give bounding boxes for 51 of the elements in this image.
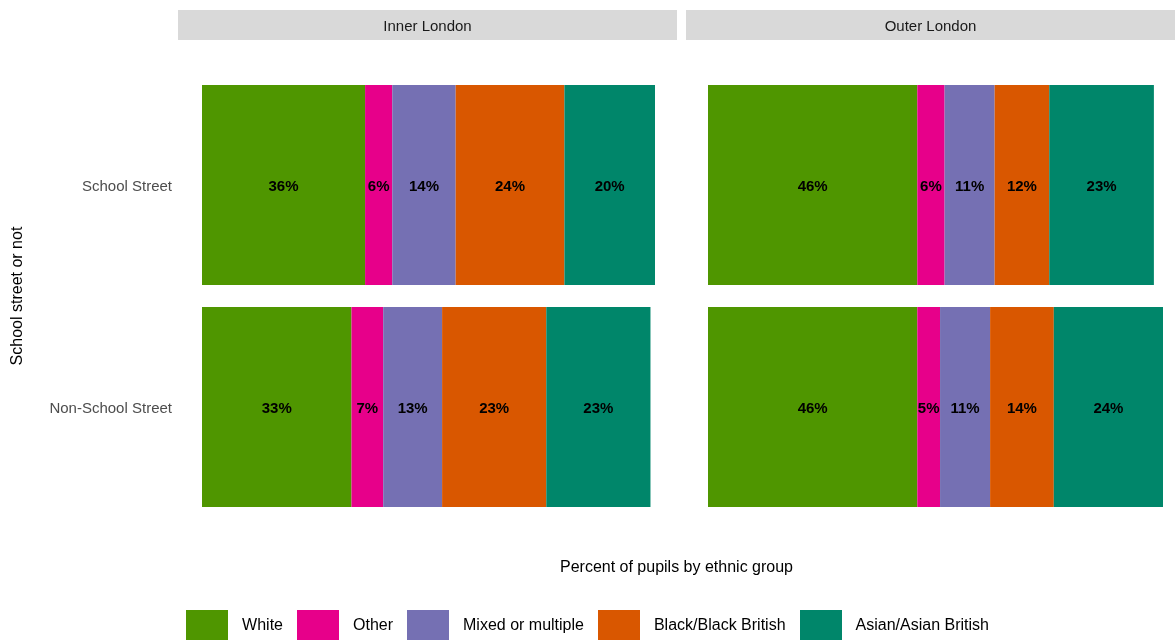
bar [202, 307, 352, 507]
data-label: 33% [261, 398, 292, 416]
y-tick-label: School Street [81, 176, 173, 194]
bar [351, 307, 384, 507]
bar [708, 85, 918, 285]
data-label: 14% [408, 176, 439, 194]
bar [1053, 307, 1163, 507]
legend-label: Mixed or multiple [463, 616, 584, 634]
legend-label: Other [352, 616, 393, 634]
chart-title: Outer London [884, 16, 977, 34]
bar [917, 307, 941, 507]
data-label: 23% [479, 398, 510, 416]
y-tick-label: Non-School Street [49, 398, 173, 416]
bar [917, 85, 945, 285]
bar [392, 85, 456, 285]
bar [564, 85, 655, 285]
legend-label: Asian/Asian British [855, 616, 989, 634]
data-label: 13% [397, 398, 428, 416]
bar [994, 85, 1050, 285]
bar [1049, 85, 1154, 285]
data-label: 14% [1006, 398, 1037, 416]
data-label: 36% [268, 176, 299, 194]
bar [940, 307, 991, 507]
bar [442, 307, 547, 507]
data-label: 46% [797, 176, 828, 194]
data-label: 5% [917, 398, 940, 416]
bar [202, 85, 366, 285]
x-axis-title: Percent of pupils by ethnic group [559, 558, 794, 576]
data-label: 6% [920, 176, 942, 194]
chart-title: Inner London [383, 16, 472, 34]
bar [455, 85, 565, 285]
data-label: 7% [356, 398, 379, 416]
data-label: 23% [583, 398, 614, 416]
bar [546, 307, 651, 507]
y-axis-title: School street or not [7, 226, 25, 366]
bar [944, 85, 995, 285]
data-label: 23% [1086, 176, 1117, 194]
data-label: 24% [495, 176, 526, 194]
legend-label: Black/Black British [653, 616, 786, 634]
data-label: 24% [1093, 398, 1124, 416]
bar [990, 307, 1054, 507]
data-label: 46% [797, 398, 828, 416]
data-label: 20% [594, 176, 625, 194]
data-label: 11% [955, 176, 985, 194]
data-label: 6% [367, 176, 390, 194]
legend-label: White [242, 616, 283, 634]
bar [708, 307, 918, 507]
data-label: 12% [1006, 176, 1037, 194]
data-label: 11% [950, 398, 980, 416]
bar [365, 85, 393, 285]
bar [383, 307, 443, 507]
